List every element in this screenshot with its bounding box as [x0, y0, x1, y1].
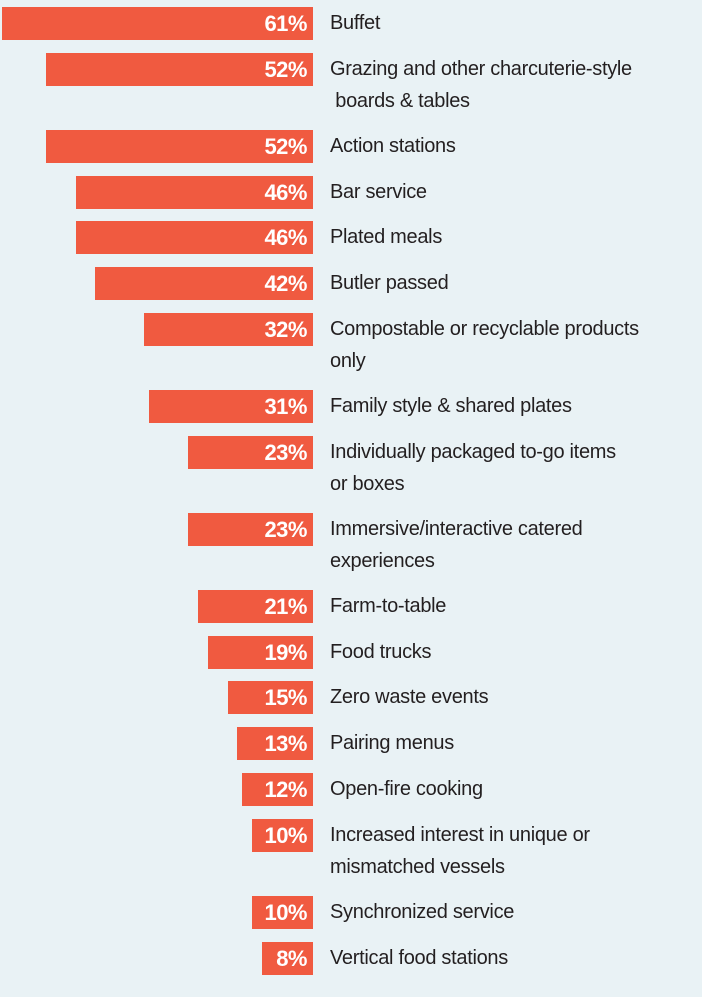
bar: 52%: [46, 52, 313, 86]
category-label: Family style & shared plates: [330, 395, 572, 417]
category-label: Plated meals: [330, 226, 443, 249]
category-label: Synchronized service: [330, 900, 515, 923]
bar: 12%: [242, 773, 313, 806]
category-label: Open-fire cooking: [330, 778, 483, 800]
category-label: Food trucks: [330, 640, 432, 663]
category-label: Increased interest in unique or mismatch…: [330, 823, 590, 878]
category-label: Butler passed: [330, 272, 449, 295]
bar: 52%: [46, 129, 313, 163]
category-label: Grazing and other charcuterie-style boar…: [330, 57, 632, 112]
category-label: Zero waste events: [330, 686, 489, 709]
bar: 46%: [75, 175, 313, 209]
bar: 10%: [252, 895, 313, 929]
bar: 19%: [207, 635, 313, 669]
bar: 23%: [188, 435, 313, 469]
bar: 61%: [2, 7, 313, 40]
bar: 21%: [198, 589, 313, 623]
bar: 31%: [149, 390, 313, 423]
bar: 46%: [75, 221, 313, 255]
bar: 42%: [95, 267, 313, 301]
bar: 10%: [252, 818, 313, 852]
category-label: Vertical food stations: [330, 946, 508, 969]
bar: 8%: [261, 941, 313, 975]
bar: 13%: [237, 727, 313, 761]
bar: 15%: [227, 681, 313, 715]
category-label: Pairing menus: [330, 732, 454, 755]
category-label: Individually packaged to-go items or box…: [330, 440, 616, 495]
bar: 23%: [188, 512, 313, 546]
category-label: Farm-to-table: [330, 594, 447, 617]
bar: 32%: [144, 313, 313, 346]
category-label: Buffet: [330, 12, 381, 34]
category-label: Compostable or recyclable products only: [330, 318, 639, 372]
category-label: Action stations: [330, 134, 456, 157]
category-label: Immersive/interactive catered experience…: [330, 517, 583, 572]
category-label: Bar service: [330, 180, 427, 203]
